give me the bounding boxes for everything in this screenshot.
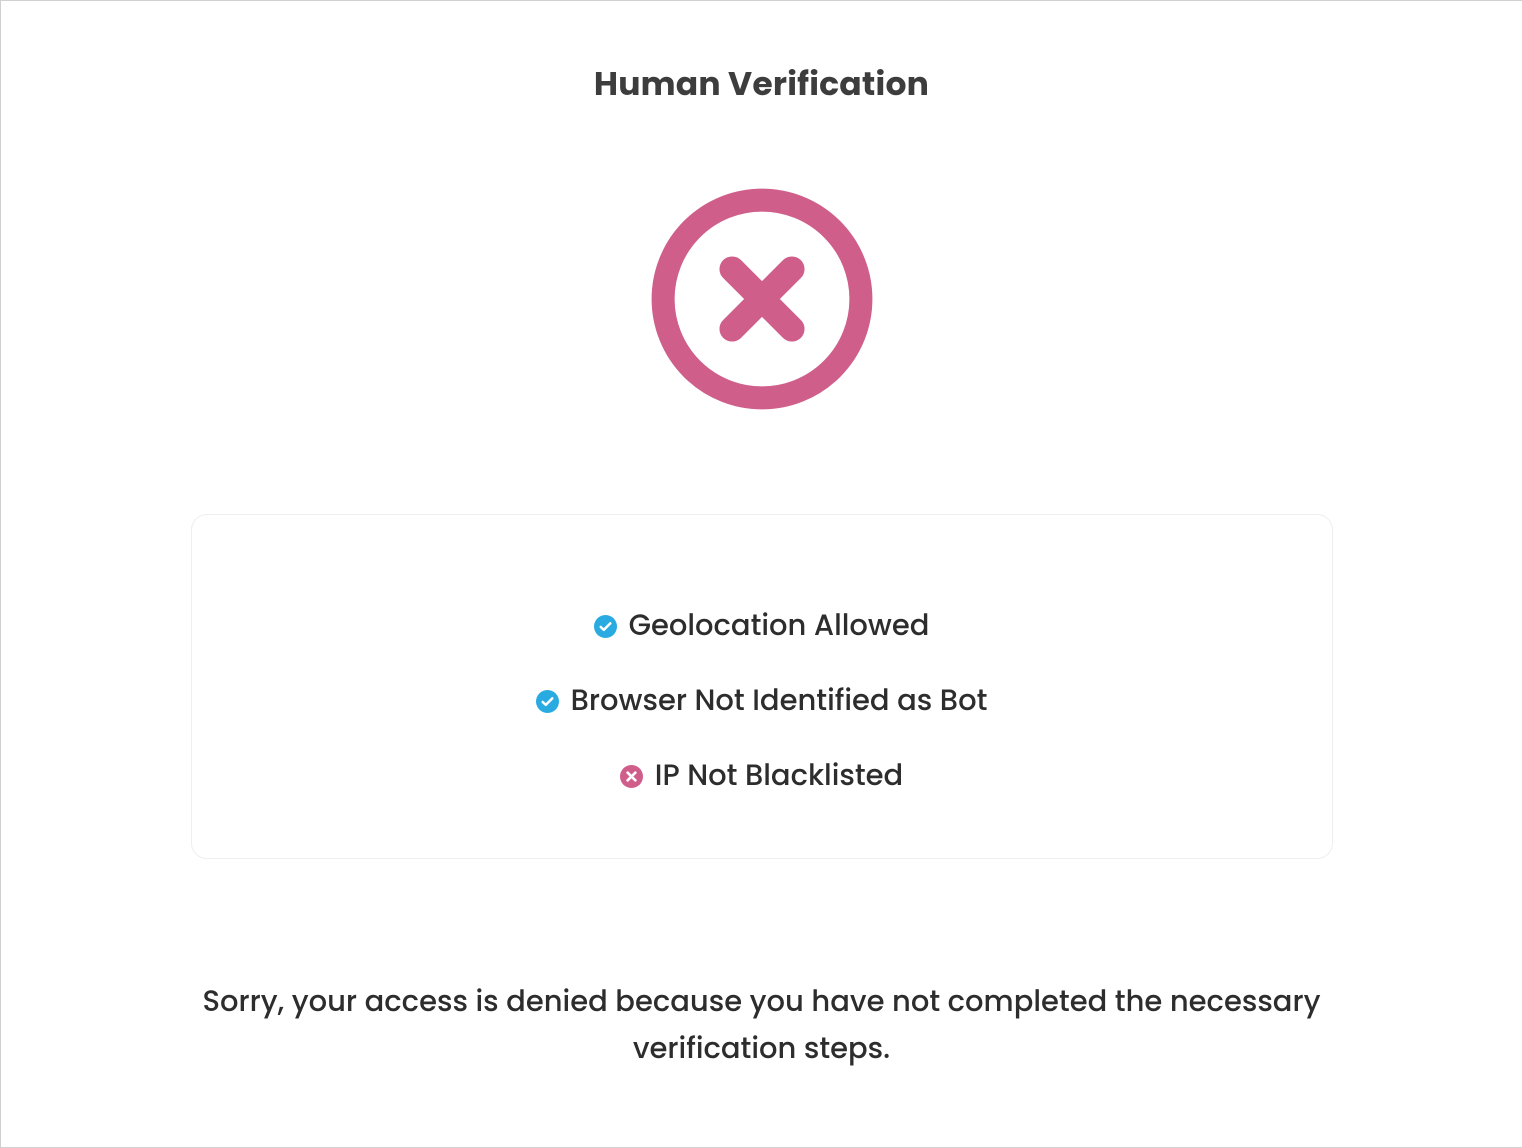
verification-page: Human Verification Geolocation Allowed	[1, 1, 1522, 1073]
check-item-label: IP Not Blacklisted	[655, 755, 903, 798]
verification-checks-card: Geolocation Allowed Browser Not Identifi…	[191, 514, 1333, 859]
check-pass-icon	[594, 615, 617, 638]
check-pass-icon	[536, 690, 559, 713]
denial-message: Sorry, your access is denied because you…	[92, 979, 1432, 1073]
check-item-label: Browser Not Identified as Bot	[571, 680, 988, 723]
check-item-geolocation: Geolocation Allowed	[594, 605, 930, 648]
check-item-ip: IP Not Blacklisted	[620, 755, 903, 798]
error-circle-icon	[647, 184, 877, 414]
check-item-label: Geolocation Allowed	[629, 605, 930, 648]
check-item-browser: Browser Not Identified as Bot	[536, 680, 988, 723]
check-fail-icon	[620, 765, 643, 788]
page-title: Human Verification	[594, 59, 929, 109]
